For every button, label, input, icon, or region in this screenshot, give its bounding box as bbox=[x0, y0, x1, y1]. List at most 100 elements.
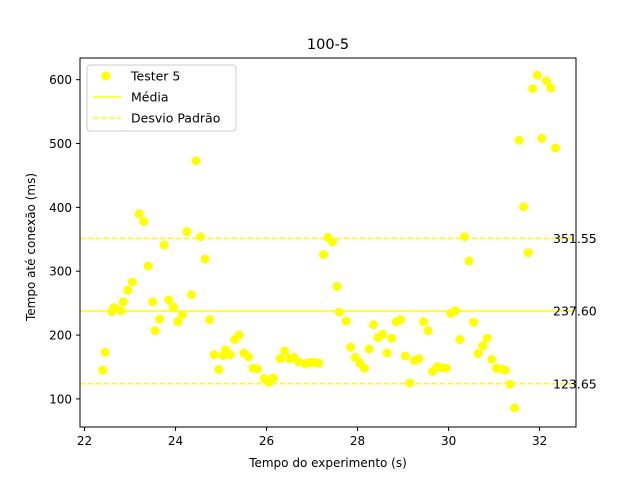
data-point bbox=[460, 232, 470, 242]
data-point bbox=[510, 403, 520, 413]
plot-frame bbox=[79, 57, 577, 428]
data-point bbox=[268, 373, 278, 383]
data-point bbox=[532, 70, 542, 80]
data-point bbox=[478, 341, 488, 351]
data-point bbox=[314, 358, 324, 368]
data-point bbox=[364, 344, 374, 354]
data-point bbox=[346, 342, 356, 352]
data-point bbox=[150, 326, 160, 336]
data-point bbox=[528, 84, 538, 94]
data-point bbox=[378, 329, 388, 339]
data-point bbox=[123, 285, 133, 295]
data-point bbox=[546, 83, 556, 93]
data-point bbox=[514, 135, 524, 145]
data-point bbox=[482, 333, 492, 343]
y-axis-label: Tempo até conexão (ms) bbox=[24, 173, 38, 322]
data-point bbox=[200, 254, 210, 264]
data-point bbox=[473, 349, 483, 359]
data-point bbox=[551, 143, 561, 153]
data-point bbox=[143, 261, 153, 271]
data-point bbox=[359, 363, 369, 373]
data-point bbox=[519, 202, 529, 212]
legend-label: Desvio Padrão bbox=[131, 111, 220, 126]
data-point bbox=[98, 365, 108, 375]
data-point bbox=[209, 350, 219, 360]
data-point bbox=[400, 351, 410, 361]
data-point bbox=[214, 365, 224, 375]
data-point bbox=[186, 290, 196, 300]
data-point bbox=[148, 297, 158, 307]
data-point bbox=[387, 333, 397, 343]
data-point bbox=[182, 227, 192, 237]
data-point bbox=[414, 354, 424, 364]
mean-value-label: 237.60 bbox=[553, 304, 597, 319]
legend: Tester 5 Média Desvio Padrão bbox=[86, 64, 237, 132]
data-point bbox=[196, 232, 206, 242]
data-point bbox=[191, 156, 201, 166]
data-point bbox=[100, 347, 110, 357]
data-point bbox=[423, 326, 433, 336]
data-point bbox=[419, 317, 429, 327]
data-point bbox=[441, 363, 451, 373]
y-tick-label: 600 bbox=[49, 73, 72, 87]
data-point bbox=[293, 357, 303, 367]
y-tick-label: 300 bbox=[49, 265, 72, 279]
data-point bbox=[225, 350, 235, 360]
y-tick-label: 200 bbox=[49, 329, 72, 343]
ticks: 22 24 26 28 30 32 100 200 300 400 500 600 bbox=[49, 73, 547, 448]
y-tick-label: 100 bbox=[49, 392, 72, 406]
data-point bbox=[243, 352, 253, 362]
data-point bbox=[159, 240, 169, 250]
data-point bbox=[205, 315, 215, 325]
data-point bbox=[328, 237, 338, 247]
legend-marker bbox=[101, 71, 111, 81]
data-point bbox=[405, 378, 415, 388]
lower-std-value-label: 123.65 bbox=[553, 376, 597, 391]
data-point bbox=[396, 315, 406, 325]
data-point bbox=[369, 320, 379, 330]
data-point bbox=[173, 317, 183, 327]
x-tick-label: 30 bbox=[441, 434, 456, 448]
data-point bbox=[252, 364, 262, 374]
legend-box bbox=[86, 64, 237, 132]
data-point bbox=[537, 133, 547, 143]
chart-title: 100-5 bbox=[307, 37, 349, 53]
data-point bbox=[139, 216, 149, 226]
data-point bbox=[318, 250, 328, 260]
data-point bbox=[234, 330, 244, 340]
data-point bbox=[127, 277, 137, 287]
data-point bbox=[177, 310, 187, 320]
data-point bbox=[155, 314, 165, 324]
data-point bbox=[109, 303, 119, 313]
x-tick-label: 24 bbox=[168, 434, 183, 448]
y-tick-label: 400 bbox=[49, 201, 72, 215]
legend-label: Média bbox=[131, 90, 169, 105]
data-point bbox=[118, 297, 128, 307]
data-point bbox=[168, 302, 178, 312]
data-point bbox=[341, 316, 351, 326]
reference-lines: 351.55 237.60 123.65 bbox=[80, 231, 597, 391]
x-tick-label: 28 bbox=[350, 434, 365, 448]
data-point bbox=[455, 335, 465, 345]
data-point bbox=[332, 282, 342, 292]
upper-std-value-label: 351.55 bbox=[553, 231, 597, 246]
data-point bbox=[382, 348, 392, 358]
data-point bbox=[487, 354, 497, 364]
x-tick-label: 32 bbox=[532, 434, 547, 448]
legend-label: Tester 5 bbox=[130, 69, 180, 84]
data-point bbox=[164, 295, 174, 305]
data-point bbox=[500, 365, 510, 375]
data-point bbox=[280, 346, 290, 356]
x-axis-label: Tempo do experimento (s) bbox=[248, 456, 407, 470]
points-layer bbox=[98, 70, 561, 413]
x-tick-label: 26 bbox=[259, 434, 274, 448]
data-point bbox=[469, 317, 479, 327]
data-point bbox=[464, 256, 474, 266]
axes bbox=[79, 57, 577, 428]
data-point bbox=[134, 209, 144, 219]
data-point bbox=[334, 307, 344, 317]
data-point bbox=[523, 248, 533, 258]
data-point bbox=[275, 354, 285, 364]
